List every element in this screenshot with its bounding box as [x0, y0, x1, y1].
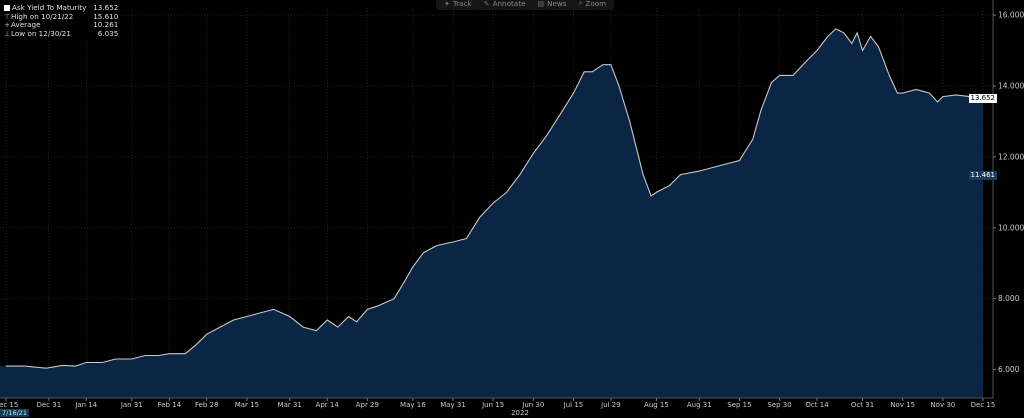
x-tick-label: Oct 14: [805, 401, 829, 409]
x-tick-label: Jan 14: [74, 401, 97, 409]
legend-row-low: ⊥ Low on 12/30/21 6.035: [3, 28, 119, 39]
series-line: [6, 28, 984, 369]
start-date-tag: 7/16/21: [0, 409, 30, 417]
average-marker-icon: +: [4, 21, 10, 30]
series-swatch: [4, 5, 10, 12]
last-value-tag: 13.652: [968, 94, 997, 103]
legend: Ask Yield To Maturity 13.652 ⊤ High on 1…: [2, 3, 122, 40]
x-tick-label: Nov 15: [890, 401, 915, 409]
legend-row-high: ⊤ High on 10/21/22 15.610: [3, 11, 119, 22]
track-button[interactable]: ✦ Track: [444, 0, 472, 8]
x-tick-label: Dec 31: [36, 401, 61, 409]
x-tick-label: Aug 15: [644, 401, 669, 409]
high-marker-icon: ⊤: [3, 12, 11, 21]
y-tick-label: 16.000: [998, 11, 1024, 20]
x-tick-label: Sep 30: [767, 401, 791, 409]
x-tick-label: Jun 15: [481, 401, 504, 409]
x-tick-label: Dec 15: [971, 401, 996, 409]
x-tick-label: Feb 14: [158, 401, 182, 409]
legend-label: Average: [11, 20, 41, 30]
x-tick-label: Feb 28: [195, 401, 219, 409]
legend-value: 6.035: [97, 28, 119, 38]
legend-label: Low on 12/30/21: [11, 28, 71, 38]
track-label: Track: [452, 0, 472, 8]
zoom-button[interactable]: ⌕ Zoom: [579, 0, 607, 8]
annotate-icon: ✎: [483, 0, 490, 8]
y-tick-label: 6.000: [998, 365, 1020, 374]
x-tick-label: Nov 30: [930, 401, 955, 409]
x-tick-label: Mar 31: [278, 401, 302, 409]
low-marker-icon: ⊥: [3, 29, 11, 38]
zoom-icon: ⌕: [578, 0, 583, 7]
x-tick-label: May 31: [440, 401, 466, 409]
x-tick-label: May 16: [400, 401, 426, 409]
x-tick-label: Apr 29: [356, 401, 379, 409]
track-icon: ✦: [444, 0, 450, 8]
x-tick-label: Dec 15: [0, 401, 18, 409]
zoom-label: Zoom: [585, 0, 607, 8]
y-tick-label: 12.000: [998, 152, 1024, 161]
x-tick-label: Jul 29: [600, 401, 621, 409]
x-tick-label: Apr 14: [316, 401, 340, 409]
x-tick-label: Jul 15: [563, 401, 584, 409]
average-value-tag: 11.461: [968, 171, 997, 180]
y-tick-label: 14.000: [998, 82, 1024, 91]
x-tick-label: Jun 30: [521, 401, 544, 409]
chart-toolbar: ✦ Track ✎ Annotate ▤ News ⌕ Zoom: [436, 0, 615, 10]
legend-value: 13.652: [93, 3, 119, 12]
x-tick-label: Sep 15: [727, 401, 751, 409]
legend-value: 10.261: [93, 20, 119, 30]
x-tick-label: Aug 31: [687, 401, 712, 409]
x-tick-label: Jan 31: [120, 401, 143, 409]
news-icon: ▤: [537, 0, 545, 8]
legend-value: 15.610: [93, 11, 119, 21]
y-tick-label: 10.000: [998, 223, 1024, 232]
annotate-label: Annotate: [492, 0, 526, 8]
legend-label: Ask Yield To Maturity: [12, 3, 87, 12]
y-tick-label: 8.000: [998, 294, 1020, 303]
series-area: [6, 28, 983, 399]
year-label: 2022: [511, 409, 529, 417]
news-label: News: [547, 0, 567, 8]
legend-row-average: + Average 10.261: [3, 21, 118, 30]
legend-row-ytm[interactable]: Ask Yield To Maturity 13.652: [3, 3, 119, 13]
news-button[interactable]: ▤ News: [537, 0, 566, 8]
annotate-button[interactable]: ✎ Annotate: [484, 0, 526, 8]
legend-label: High on 10/21/22: [11, 11, 74, 21]
x-tick-label: Mar 15: [235, 401, 259, 409]
x-tick-label: Oct 31: [851, 401, 874, 409]
series-area-edge: [0, 366, 6, 398]
